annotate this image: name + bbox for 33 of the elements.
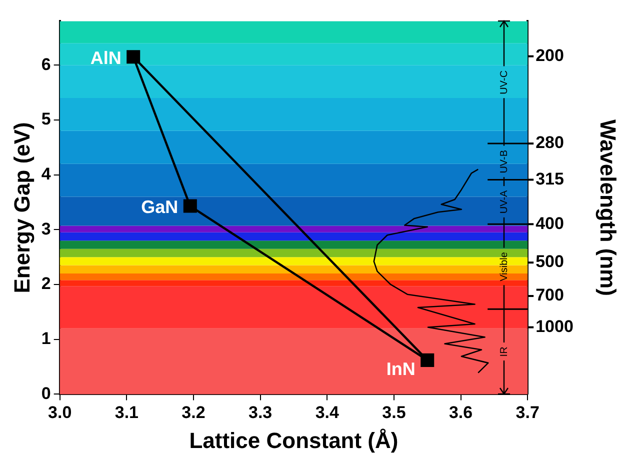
annotation: 700 [536,286,564,305]
x-tick-label: 3.4 [315,403,340,422]
annotation: 1000 [536,316,574,336]
x-axis-title: Lattice Constant (Å) [189,428,398,453]
annotation: 200 [536,46,564,65]
annotation: 400 [536,214,564,233]
y-tick-label: 5 [41,110,51,129]
annotation: Visible [498,252,510,282]
x-tick-label: 3.7 [516,403,540,422]
y-tick-label: 6 [41,54,51,74]
y-axis-title: Energy Gap (eV) [9,122,34,294]
annotation: UV-A [498,190,510,214]
annotation: InN [386,359,416,380]
annotation: 315 [536,169,564,188]
annotation: GaN [141,197,178,218]
x-tick-label: 3.5 [382,403,406,422]
y-tick-label: 1 [41,329,51,348]
y-tick-label: 2 [41,274,51,294]
annotation: 280 [536,133,564,152]
x-tick-label: 3.2 [182,403,206,422]
annotation: UV-B [498,150,510,174]
x-tick-label: 3.3 [248,403,272,422]
y-tick-label: 3 [41,219,51,238]
x-tick-label: 3.1 [114,403,138,422]
y-tick-label: 4 [41,164,52,184]
y-tick-label: 0 [41,384,51,403]
annotation: IR [498,346,510,357]
annotation: 500 [536,252,564,272]
x-tick-label: 3.0 [48,403,72,422]
y2-axis-title: Wavelength (nm) [596,119,621,296]
annotation: UV-C [498,70,510,94]
annotation: AlN [90,48,122,68]
x-tick-label: 3.6 [448,403,473,422]
